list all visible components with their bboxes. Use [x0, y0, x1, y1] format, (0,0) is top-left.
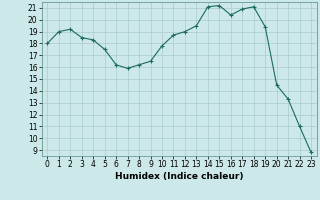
X-axis label: Humidex (Indice chaleur): Humidex (Indice chaleur) [115, 172, 244, 181]
